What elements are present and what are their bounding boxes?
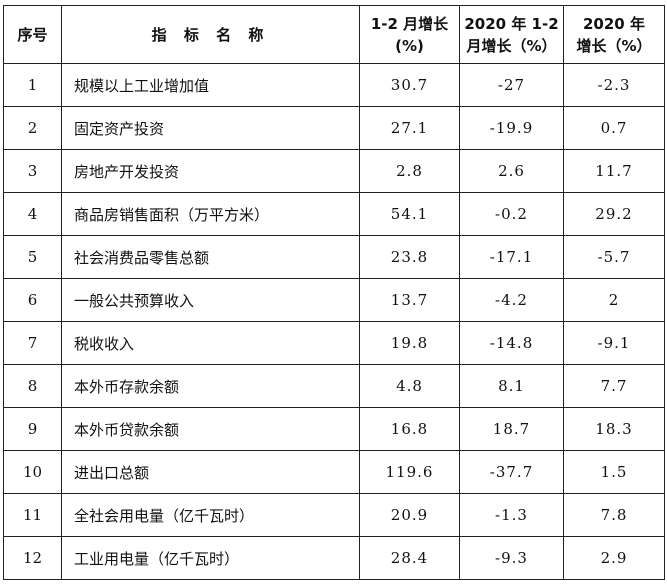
header-2020-growth-line2: 增长（%） — [576, 36, 652, 55]
row-jan-feb-growth: 4.8 — [359, 364, 460, 408]
table-row: 4 商品房销售面积（万平方米） 54.1 -0.2 29.2 — [3, 192, 665, 236]
row-2020-jan-feb-growth: 2.6 — [459, 149, 564, 193]
row-2020-jan-feb-growth: 8.1 — [459, 364, 564, 408]
row-2020-jan-feb-growth: -4.2 — [459, 278, 564, 322]
row-jan-feb-growth: 2.8 — [359, 149, 460, 193]
row-2020-growth: -9.1 — [563, 321, 665, 365]
row-2020-growth: -2.3 — [563, 63, 665, 107]
row-index: 9 — [3, 407, 62, 451]
table-header-row: 序号 指 标 名 称 1-2 月增长 (%) 2020 年 1-2 月增长（%）… — [3, 5, 665, 64]
row-index: 3 — [3, 149, 62, 193]
header-indicator-name: 指 标 名 称 — [61, 5, 360, 64]
row-jan-feb-growth: 19.8 — [359, 321, 460, 365]
row-2020-jan-feb-growth: -1.3 — [459, 493, 564, 537]
header-2020-jan-feb-growth-line1: 2020 年 1-2 — [464, 14, 559, 33]
row-indicator-name: 固定资产投资 — [61, 106, 360, 150]
row-jan-feb-growth: 20.9 — [359, 493, 460, 537]
row-indicator-name: 本外币存款余额 — [61, 364, 360, 408]
row-jan-feb-growth: 28.4 — [359, 536, 460, 580]
table-row: 8 本外币存款余额 4.8 8.1 7.7 — [3, 364, 665, 408]
row-index: 2 — [3, 106, 62, 150]
row-2020-growth: 18.3 — [563, 407, 665, 451]
table-row: 3 房地产开发投资 2.8 2.6 11.7 — [3, 149, 665, 193]
row-2020-jan-feb-growth: -17.1 — [459, 235, 564, 279]
header-2020-growth: 2020 年 增长（%） — [563, 5, 665, 64]
table-row: 5 社会消费品零售总额 23.8 -17.1 -5.7 — [3, 235, 665, 279]
row-jan-feb-growth: 16.8 — [359, 407, 460, 451]
row-index: 4 — [3, 192, 62, 236]
table-row: 12 工业用电量（亿千瓦时） 28.4 -9.3 2.9 — [3, 536, 665, 580]
header-2020-jan-feb-growth: 2020 年 1-2 月增长（%） — [459, 5, 564, 64]
row-jan-feb-growth: 30.7 — [359, 63, 460, 107]
row-indicator-name: 税收收入 — [61, 321, 360, 365]
table-row: 2 固定资产投资 27.1 -19.9 0.7 — [3, 106, 665, 150]
row-indicator-name: 房地产开发投资 — [61, 149, 360, 193]
row-indicator-name: 本外币贷款余额 — [61, 407, 360, 451]
row-2020-growth: -5.7 — [563, 235, 665, 279]
table-row: 11 全社会用电量（亿千瓦时） 20.9 -1.3 7.8 — [3, 493, 665, 537]
header-index: 序号 — [3, 5, 62, 64]
row-jan-feb-growth: 54.1 — [359, 192, 460, 236]
row-2020-growth: 29.2 — [563, 192, 665, 236]
row-indicator-name: 工业用电量（亿千瓦时） — [61, 536, 360, 580]
row-indicator-name: 全社会用电量（亿千瓦时） — [61, 493, 360, 537]
row-2020-jan-feb-growth: -27 — [459, 63, 564, 107]
row-jan-feb-growth: 13.7 — [359, 278, 460, 322]
header-2020-growth-line1: 2020 年 — [583, 14, 645, 33]
row-2020-jan-feb-growth: -37.7 — [459, 450, 564, 494]
row-2020-growth: 1.5 — [563, 450, 665, 494]
row-index: 5 — [3, 235, 62, 279]
row-2020-growth: 2.9 — [563, 536, 665, 580]
row-indicator-name: 商品房销售面积（万平方米） — [61, 192, 360, 236]
row-index: 1 — [3, 63, 62, 107]
row-2020-growth: 7.8 — [563, 493, 665, 537]
statistics-table: 序号 指 标 名 称 1-2 月增长 (%) 2020 年 1-2 月增长（%）… — [3, 5, 665, 580]
row-index: 10 — [3, 450, 62, 494]
row-jan-feb-growth: 119.6 — [359, 450, 460, 494]
row-indicator-name: 规模以上工业增加值 — [61, 63, 360, 107]
row-indicator-name: 一般公共预算收入 — [61, 278, 360, 322]
row-jan-feb-growth: 27.1 — [359, 106, 460, 150]
row-2020-jan-feb-growth: -0.2 — [459, 192, 564, 236]
table-row: 10 进出口总额 119.6 -37.7 1.5 — [3, 450, 665, 494]
row-2020-growth: 0.7 — [563, 106, 665, 150]
row-indicator-name: 进出口总额 — [61, 450, 360, 494]
row-2020-jan-feb-growth: -14.8 — [459, 321, 564, 365]
row-2020-jan-feb-growth: -9.3 — [459, 536, 564, 580]
row-index: 6 — [3, 278, 62, 322]
row-2020-jan-feb-growth: -19.9 — [459, 106, 564, 150]
row-jan-feb-growth: 23.8 — [359, 235, 460, 279]
table-row: 6 一般公共预算收入 13.7 -4.2 2 — [3, 278, 665, 322]
row-2020-growth: 7.7 — [563, 364, 665, 408]
header-2020-jan-feb-growth-line2: 月增长（%） — [466, 36, 557, 55]
row-2020-growth: 2 — [563, 278, 665, 322]
header-jan-feb-growth-line1: 1-2 月增长 — [370, 14, 449, 33]
row-2020-growth: 11.7 — [563, 149, 665, 193]
header-jan-feb-growth-line2: (%) — [395, 36, 424, 55]
row-index: 7 — [3, 321, 62, 365]
table-row: 7 税收收入 19.8 -14.8 -9.1 — [3, 321, 665, 365]
row-index: 11 — [3, 493, 62, 537]
table-row: 1 规模以上工业增加值 30.7 -27 -2.3 — [3, 63, 665, 107]
row-2020-jan-feb-growth: 18.7 — [459, 407, 564, 451]
table-row: 9 本外币贷款余额 16.8 18.7 18.3 — [3, 407, 665, 451]
header-jan-feb-growth: 1-2 月增长 (%) — [359, 5, 460, 64]
row-index: 12 — [3, 536, 62, 580]
row-indicator-name: 社会消费品零售总额 — [61, 235, 360, 279]
row-index: 8 — [3, 364, 62, 408]
